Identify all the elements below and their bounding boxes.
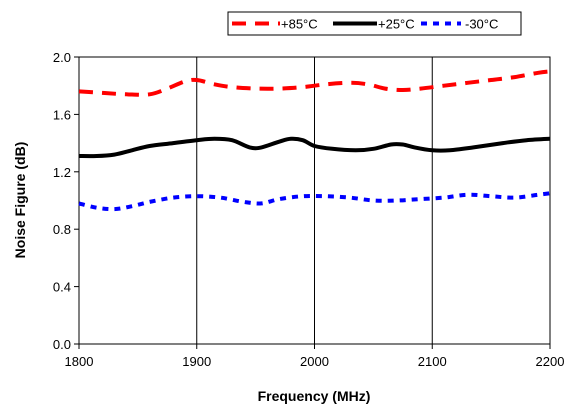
series-line-0: [78, 69, 551, 97]
x-tick-label: 1800: [65, 354, 94, 369]
y-axis-title: Noise Figure (dB): [12, 142, 28, 259]
y-tick-label: 0.0: [53, 337, 71, 352]
legend-label-2: -30°C: [465, 17, 498, 32]
y-tick-label: 0.8: [53, 222, 71, 237]
x-axis-title: Frequency (MHz): [258, 388, 371, 404]
x-tick-label: 2100: [418, 354, 447, 369]
x-tick-label: 2200: [536, 354, 565, 369]
y-tick-label: 1.2: [53, 165, 71, 180]
y-tick-label: 1.6: [53, 107, 71, 122]
legend-label-0: +85°C: [281, 17, 318, 32]
legend: +85°C +25°C -30°C: [227, 11, 522, 36]
x-tick-label: 1900: [182, 354, 211, 369]
series-line-1: [78, 136, 551, 159]
tick-layer: 0.0 0.4 0.8 1.2 1.6 2.0 1800 1900 2000 2100 2200: [53, 50, 565, 369]
y-tick-label: 0.4: [53, 280, 71, 295]
x-tick-label: 2000: [300, 354, 329, 369]
series-layer: [78, 69, 551, 212]
grid-lines: [196, 57, 433, 344]
y-tick-label: 2.0: [53, 50, 71, 65]
legend-label-1: +25°C: [378, 17, 415, 32]
series-line-2: [78, 191, 551, 212]
